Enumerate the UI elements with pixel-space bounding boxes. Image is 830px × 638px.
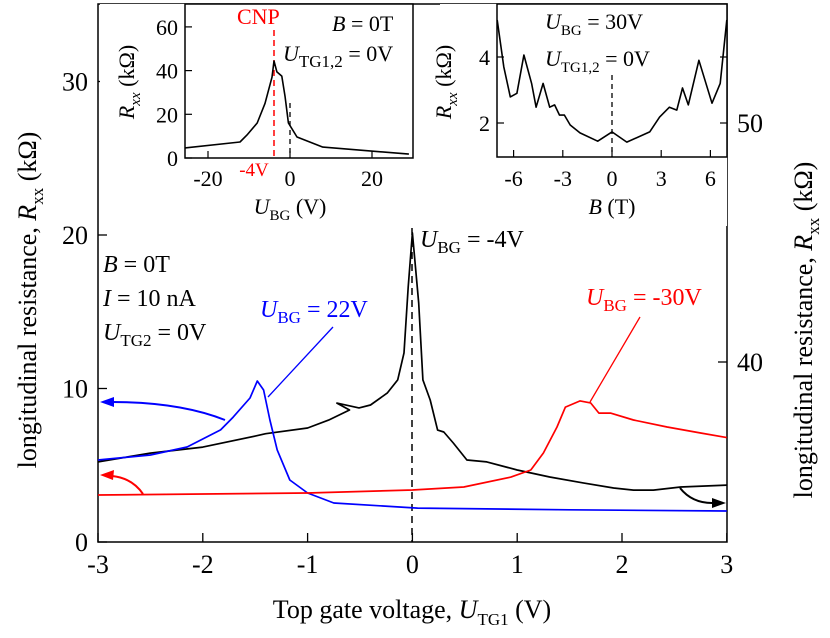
y-left-tick-label: 10 <box>62 375 88 404</box>
y-right-tick-label: 40 <box>737 348 763 377</box>
inset1-frame <box>184 3 414 159</box>
inset2-series-line <box>496 19 728 143</box>
main-series <box>97 232 727 512</box>
blue-series-label: UBG = 22V <box>260 297 369 327</box>
inset1-y-tick-label: 20 <box>156 102 178 127</box>
inset1-cnp-value: -4V <box>239 160 269 181</box>
inset1-y-tick-label: 40 <box>156 59 178 84</box>
inset2-x-tick-label: 6 <box>705 166 716 191</box>
y-right-tick-label: 50 <box>737 109 763 138</box>
red-left-axis-arrow <box>111 475 144 495</box>
x-tick-label: -3 <box>87 550 109 579</box>
series-line-0 <box>97 232 727 491</box>
inset-magnetoresistance: -6 -3 0 3 6 2 4 UBG = 30V UTG1,2 = 0V B (T) Rx… <box>431 3 728 226</box>
inset1-x-label: UBG (V) <box>254 194 327 224</box>
inset1-series-line <box>184 60 409 155</box>
x-tick-label: -1 <box>297 550 319 579</box>
inset2-condition-bg: UBG = 30V <box>545 9 643 39</box>
red-series-label: UBG = -30V <box>586 285 702 315</box>
condition-current: I = 10 nA <box>102 286 197 312</box>
y-left-tick-label: 30 <box>62 68 88 97</box>
inset2-y-tick-label: 4 <box>479 45 490 70</box>
blue-arrow-head <box>100 397 114 407</box>
inset1-x-tick-label: 0 <box>285 166 296 191</box>
y-axis-label-right: longitudinal resistance, Rxx (kΩ) <box>789 162 823 499</box>
inset2-x-tick-label: -6 <box>504 166 522 191</box>
black-arrow-head <box>712 498 726 508</box>
inset2-y-tick-label: 2 <box>479 111 490 136</box>
red-leader-line <box>589 316 641 403</box>
black-right-axis-arrow <box>679 487 713 504</box>
blue-left-axis-arrow <box>111 401 226 421</box>
inset1-x-tick-label: -20 <box>193 166 222 191</box>
inset2-x-tick-label: 0 <box>607 166 618 191</box>
inset1-y-tick-label: 60 <box>156 15 178 40</box>
x-tick-label: 2 <box>616 550 629 579</box>
inset2-x-tick-label: -3 <box>554 166 572 191</box>
black-series-label: UBG = -4V <box>420 227 524 257</box>
inset2-x-tick-label: 3 <box>656 166 667 191</box>
inset2-x-label: B (T) <box>588 194 635 219</box>
series-line-2 <box>97 400 727 496</box>
x-tick-label: 1 <box>511 550 524 579</box>
y-axis-label-left: longitudinal resistance, Rxx (kΩ) <box>13 132 47 469</box>
blue-leader-line <box>267 326 334 398</box>
x-tick-label: 3 <box>720 550 733 579</box>
inset1-condition-tg: UTG1,2 = 0V <box>283 41 393 71</box>
series-line-1 <box>97 380 727 512</box>
inset-backgate-sweep: -20 0 20 0 20 40 60 CNP -4V B = 0T UTG1,2 = 0V… <box>100 3 414 226</box>
inset2-y-label: Rxx (kΩ) <box>431 45 461 120</box>
y-left-tick-label: 20 <box>62 221 88 250</box>
inset1-condition-b: B = 0T <box>332 11 394 36</box>
inset1-y-tick-label: 0 <box>167 146 178 171</box>
red-arrow-head <box>100 470 114 480</box>
inset1-x-tick-label: 20 <box>361 166 383 191</box>
condition-b-field: B = 0T <box>103 252 170 278</box>
x-axis-label: Top gate voltage, UTG1 (V) <box>273 595 551 629</box>
condition-tg2: UTG2 = 0V <box>103 320 207 350</box>
x-tick-label: 0 <box>406 550 419 579</box>
inset1-cnp-label: CNP <box>237 4 280 29</box>
x-tick-label: -2 <box>192 550 214 579</box>
inset2-condition-tg: UTG1,2 = 0V <box>545 46 650 76</box>
y-left-tick-label: 0 <box>75 528 88 557</box>
inset1-y-label: Rxx (kΩ) <box>114 45 144 120</box>
